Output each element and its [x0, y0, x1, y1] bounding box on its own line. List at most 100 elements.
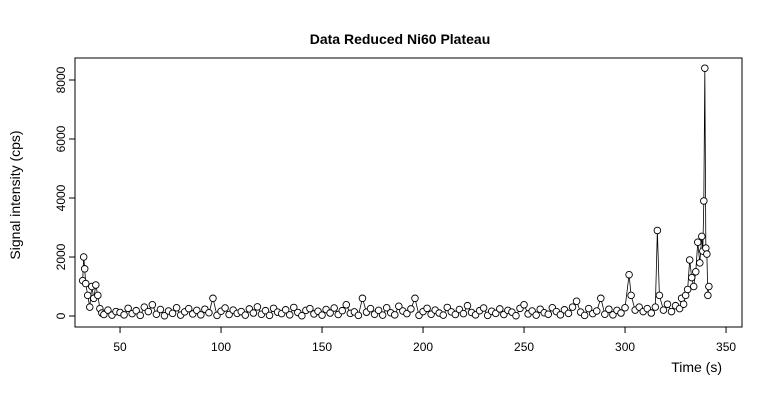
data-point [663, 300, 672, 308]
data-point [451, 310, 460, 319]
y-tick-label: 4000 [54, 184, 68, 211]
data-point [687, 273, 696, 282]
data-point [160, 311, 169, 320]
data-point [374, 306, 383, 315]
data-point [403, 309, 411, 318]
data-point [703, 250, 711, 258]
data-point [694, 238, 702, 246]
data-point [79, 253, 88, 261]
data-point [601, 310, 609, 318]
data-point [679, 300, 688, 308]
data-point [700, 197, 708, 205]
data-point [298, 311, 306, 320]
data-point [132, 306, 140, 315]
y-tick-label: 2000 [54, 243, 68, 270]
data-point [94, 291, 102, 300]
data-point [685, 256, 694, 264]
data-point [689, 282, 698, 291]
y-axis-label: Signal intensity (cps) [7, 130, 23, 259]
x-tick-label: 350 [716, 340, 736, 354]
data-point [366, 304, 375, 313]
data-point [326, 309, 334, 317]
data-point [253, 303, 262, 311]
data-point [306, 304, 314, 313]
data-point [653, 226, 662, 235]
x-axis-label: Time (s) [671, 359, 722, 375]
data-point [572, 297, 581, 305]
data-point [338, 306, 346, 315]
data-point [395, 302, 403, 311]
data-point [144, 307, 153, 316]
data-point [459, 309, 468, 318]
data-point [701, 64, 709, 72]
data-point [80, 265, 89, 273]
data-point [290, 303, 298, 312]
data-point [683, 285, 692, 294]
data-point [382, 303, 391, 312]
chart-title: Data Reduced Ni60 Plateau [310, 31, 491, 47]
x-tick-label: 250 [514, 340, 534, 354]
data-point [698, 232, 706, 241]
data-point [659, 306, 668, 314]
data-point [156, 305, 165, 314]
data-point [556, 311, 565, 319]
data-point [691, 267, 700, 276]
data-point [532, 311, 540, 319]
y-tick-label: 0 [54, 312, 68, 319]
data-point [621, 303, 629, 312]
data-point [354, 311, 363, 320]
data-point [261, 306, 270, 315]
data-point [580, 311, 589, 320]
data-point [184, 304, 193, 313]
data-point [520, 301, 528, 309]
data-point [358, 294, 367, 303]
data-point [92, 281, 100, 289]
data-point [627, 291, 635, 300]
data-point [564, 309, 573, 318]
data-point [667, 307, 676, 316]
x-tick-label: 300 [615, 340, 635, 354]
data-point [205, 309, 213, 317]
data-point [605, 305, 613, 313]
data-point [318, 311, 326, 319]
data-point [330, 304, 338, 312]
data-point [124, 304, 132, 313]
data-point [83, 291, 92, 300]
data-point [439, 311, 447, 319]
data-point [568, 303, 577, 311]
x-tick-label: 200 [413, 340, 433, 354]
data-point [512, 311, 520, 320]
data-point [479, 304, 488, 312]
x-tick-label: 150 [312, 340, 332, 354]
data-point [411, 294, 419, 303]
data-point [85, 303, 94, 311]
data-point [221, 304, 229, 312]
data-point [407, 305, 415, 313]
data-point [197, 311, 205, 319]
data-point [342, 301, 351, 309]
data-point [647, 309, 656, 317]
data-point [584, 304, 593, 313]
data-point [704, 291, 712, 300]
data-point [651, 303, 660, 311]
data-point [136, 311, 144, 320]
data-point [655, 291, 664, 300]
data-point [625, 270, 633, 279]
data-point [593, 307, 601, 315]
data-point [705, 282, 713, 291]
data-point [597, 294, 605, 303]
data-point [249, 309, 258, 317]
data-point [617, 309, 625, 317]
data-point [152, 310, 161, 318]
data-point [172, 303, 181, 312]
x-tick-label: 50 [113, 340, 127, 354]
data-point [241, 311, 250, 319]
data-point [265, 311, 274, 320]
data-point [391, 311, 399, 319]
data-point [285, 311, 294, 319]
data-point [168, 309, 177, 318]
data-point [496, 305, 504, 313]
y-tick-label: 8000 [54, 66, 68, 93]
